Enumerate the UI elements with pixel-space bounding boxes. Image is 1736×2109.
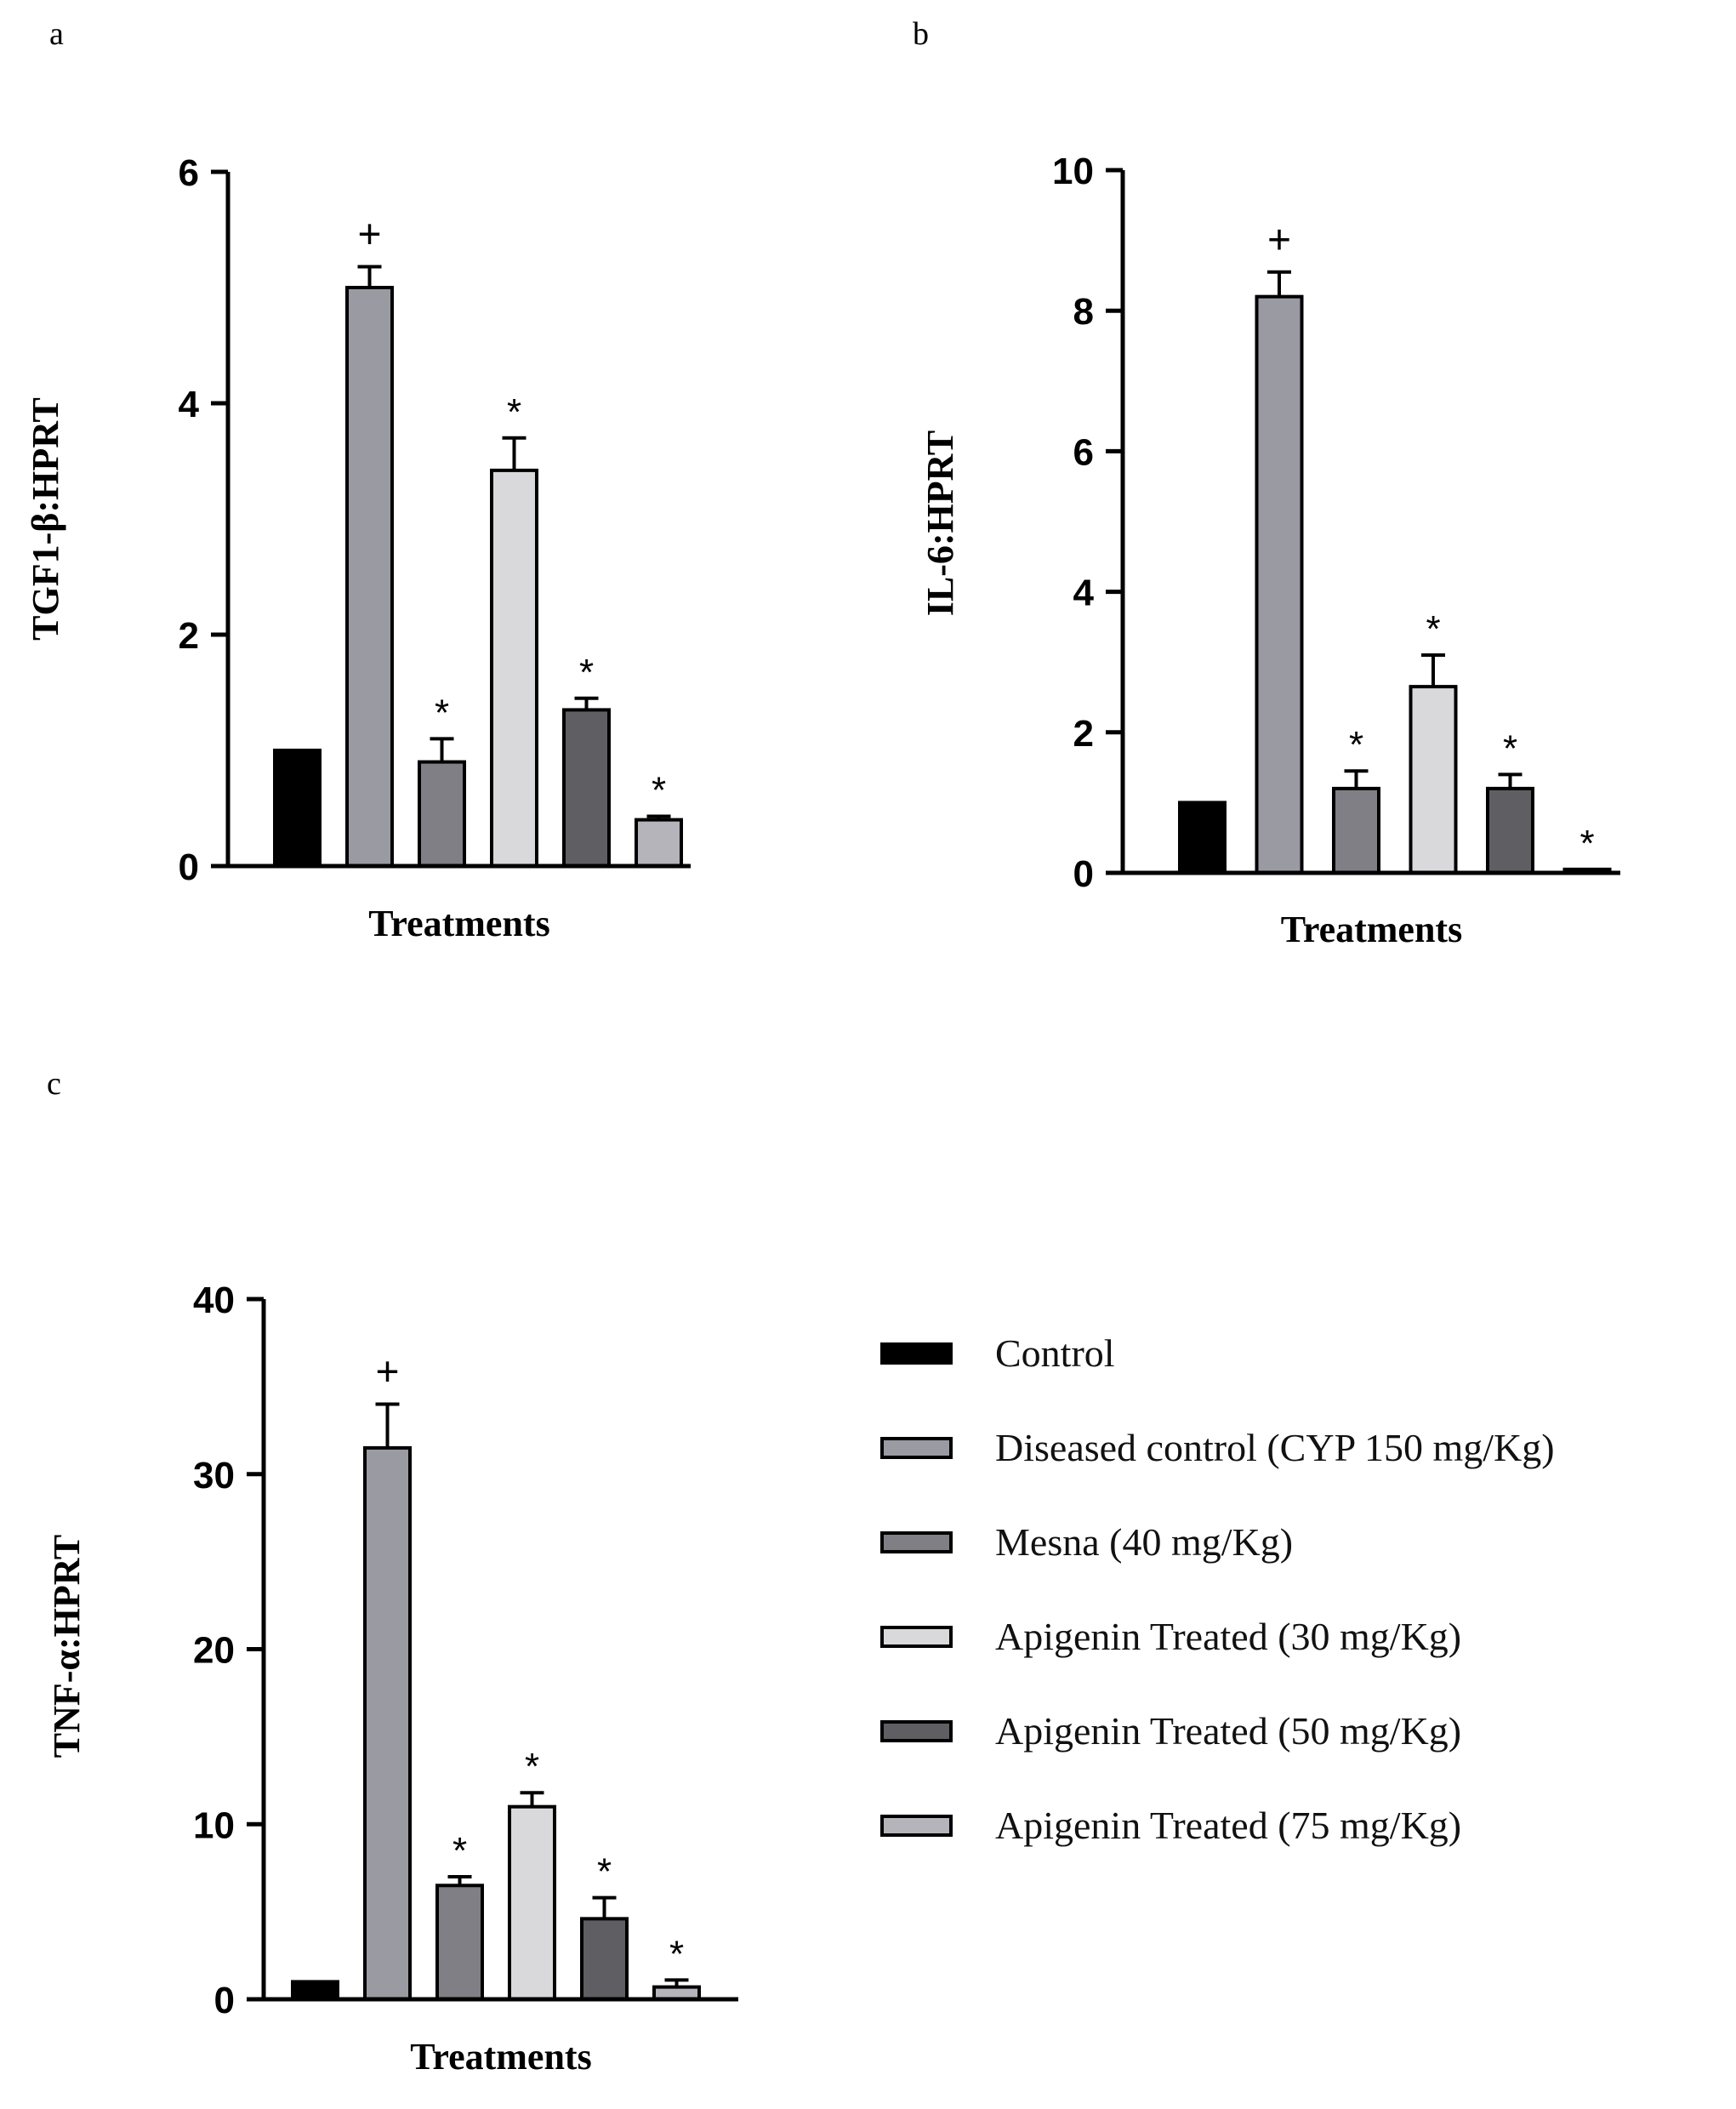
significance-marker-a-1: +: [357, 213, 381, 258]
bar-c-0: [291, 1980, 339, 2002]
bar-c-3: [508, 1804, 556, 2002]
legend-swatch: [880, 1625, 953, 1648]
legend-item: Apigenin Treated (75 mg/Kg): [880, 1778, 1555, 1872]
legend-label: Apigenin Treated (30 mg/Kg): [995, 1615, 1462, 1658]
bar-c-4: [580, 1917, 629, 2001]
y-tick-label-b-4: 8: [1073, 291, 1094, 333]
y-tick-label-a-0: 0: [179, 846, 199, 888]
y-tick-label-b-2: 4: [1073, 573, 1095, 614]
y-tick-label-a-3: 6: [179, 152, 199, 194]
legend-item: Mesna (40 mg/Kg): [880, 1495, 1555, 1589]
y-tick-label-b-1: 2: [1073, 713, 1094, 755]
y-tick-label-b-5: 10: [1052, 151, 1094, 192]
significance-marker-b-4: *: [1503, 727, 1517, 769]
significance-marker-a-5: *: [652, 770, 666, 812]
significance-marker-a-2: *: [435, 692, 449, 733]
bar-b-0: [1178, 801, 1227, 875]
legend-item: Control: [880, 1306, 1555, 1400]
legend-label: Mesna (40 mg/Kg): [995, 1520, 1294, 1564]
y-tick-label-c-1: 10: [193, 1804, 235, 1846]
legend-swatch: [880, 1530, 953, 1553]
y-tick-label-b-3: 6: [1073, 431, 1094, 473]
significance-marker-b-3: *: [1426, 608, 1440, 650]
significance-marker-b-2: *: [1349, 724, 1363, 766]
legend-item: Apigenin Treated (30 mg/Kg): [880, 1589, 1555, 1684]
bar-a-0: [273, 749, 322, 868]
legend-swatch: [880, 1436, 953, 1459]
legend-item: Apigenin Treated (50 mg/Kg): [880, 1684, 1555, 1778]
legend-label: Apigenin Treated (75 mg/Kg): [995, 1804, 1462, 1847]
legend-label: Apigenin Treated (50 mg/Kg): [995, 1709, 1462, 1753]
significance-marker-a-3: *: [507, 391, 521, 433]
y-tick-label-c-3: 30: [193, 1455, 235, 1496]
significance-marker-b-1: +: [1267, 218, 1291, 263]
significance-marker-c-1: +: [375, 1349, 399, 1394]
x-axis-label-c: Treatments: [410, 2036, 591, 2078]
panel-label-c: c: [47, 1066, 61, 1102]
y-axis-label-c: TNF-α:HPRT: [46, 1535, 88, 1758]
significance-marker-c-2: *: [452, 1830, 467, 1872]
y-axis-label-a: TGF1-β:HPRT: [25, 397, 66, 641]
y-tick-label-a-1: 2: [179, 615, 199, 657]
y-tick-label-a-2: 4: [179, 384, 200, 425]
bar-c-2: [435, 1884, 484, 2001]
y-tick-label-c-0: 0: [214, 1980, 235, 2021]
significance-marker-c-4: *: [597, 1851, 612, 1893]
significance-marker-c-5: *: [669, 1933, 684, 1975]
x-axis-label-a: Treatments: [368, 903, 549, 944]
legend-swatch: [880, 1814, 953, 1837]
legend-item: Diseased control (CYP 150 mg/Kg): [880, 1400, 1555, 1495]
legend-swatch: [880, 1342, 953, 1365]
panel-label-b: b: [913, 16, 929, 52]
legend-label: Diseased control (CYP 150 mg/Kg): [995, 1426, 1555, 1469]
significance-marker-b-5: *: [1579, 823, 1594, 864]
significance-marker-c-3: *: [525, 1746, 539, 1787]
x-axis-label-b: Treatments: [1281, 909, 1462, 950]
legend-swatch: [880, 1719, 953, 1742]
legend-label: Control: [995, 1331, 1115, 1375]
panel-label-a: a: [49, 16, 64, 52]
legend: Control Diseased control (CYP 150 mg/Kg)…: [880, 1306, 1555, 1872]
y-tick-label-b-0: 0: [1073, 853, 1094, 895]
bar-c-1: [363, 1445, 412, 2001]
y-axis-label-b: IL-6:HPRT: [919, 430, 961, 616]
y-tick-label-c-4: 40: [193, 1280, 235, 1321]
y-tick-label-c-2: 20: [193, 1630, 235, 1672]
significance-marker-a-4: *: [579, 652, 594, 693]
